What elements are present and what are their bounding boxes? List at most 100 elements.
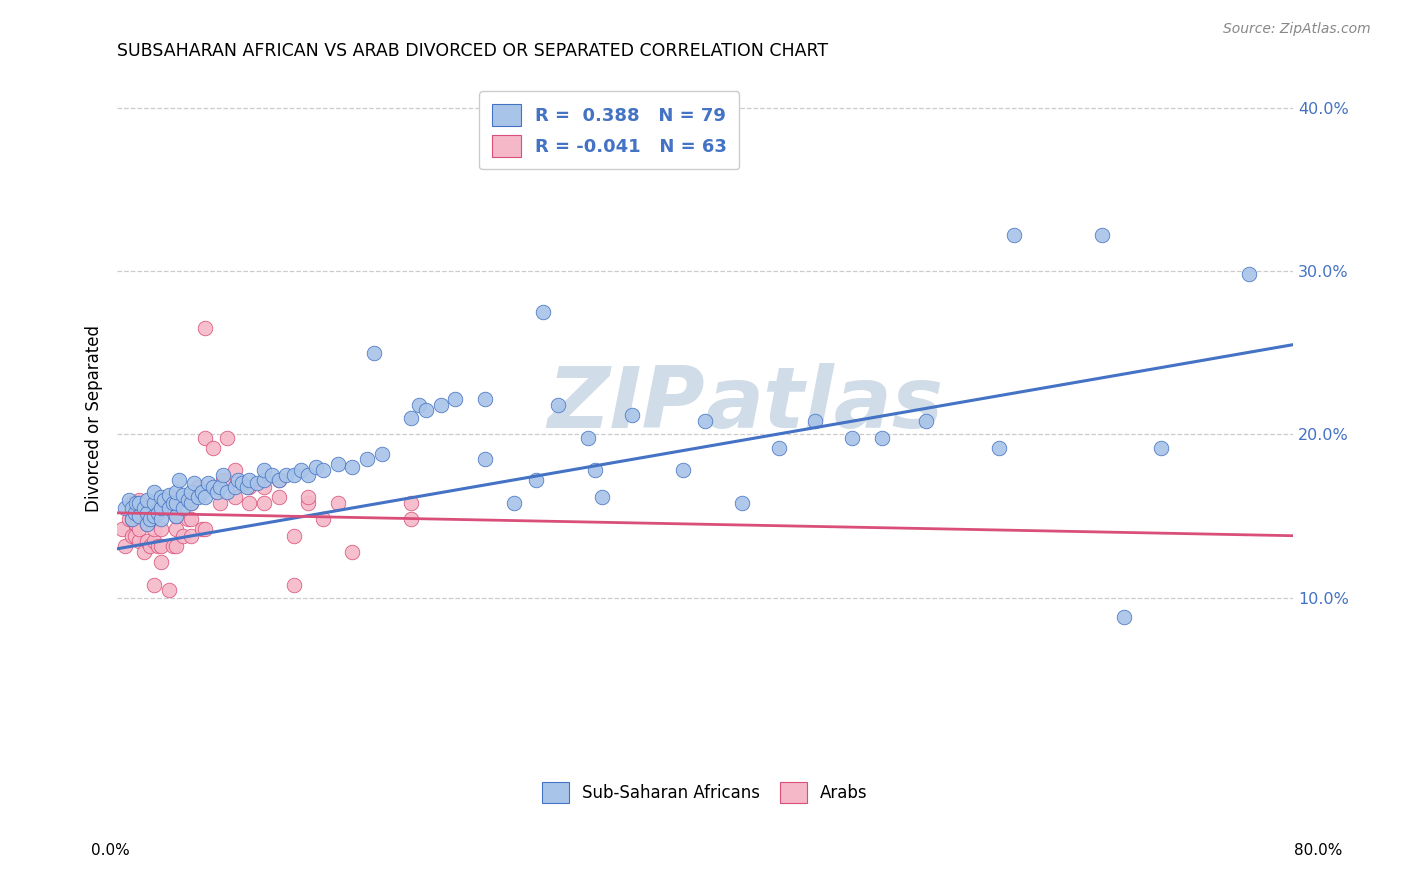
Point (135, 500, 157, 515)
Point (191, 522, 214, 536)
Point (290, 463, 312, 477)
Point (224, 463, 246, 477)
Legend: Sub-Saharan Africans, Arabs: Sub-Saharan Africans, Arabs (530, 771, 880, 814)
Point (183, 476, 205, 491)
Point (121, 496, 143, 510)
Point (157, 582, 180, 597)
Point (180, 484, 202, 499)
Point (547, 120, 569, 135)
Point (1150, 441, 1173, 455)
Point (125, 517, 148, 532)
Point (1237, 268, 1260, 282)
Point (128, 492, 150, 507)
Point (326, 496, 349, 510)
Point (231, 476, 253, 491)
Point (283, 578, 305, 592)
Point (201, 441, 224, 455)
Point (297, 496, 319, 510)
Point (128, 496, 150, 510)
Point (162, 539, 184, 553)
Point (165, 496, 187, 510)
Point (253, 496, 276, 510)
Point (804, 414, 827, 428)
Point (165, 539, 187, 553)
Point (267, 473, 290, 487)
Text: 0.0%: 0.0% (91, 843, 131, 858)
Point (142, 533, 165, 548)
Point (135, 533, 157, 548)
Point (209, 496, 232, 510)
Point (121, 512, 143, 526)
Point (138, 539, 160, 553)
Point (988, 441, 1011, 455)
Point (217, 484, 239, 499)
Point (150, 555, 173, 569)
Point (191, 484, 214, 499)
Point (142, 509, 165, 524)
Point (235, 480, 257, 494)
Point (474, 452, 496, 467)
Point (165, 509, 187, 524)
Point (399, 496, 422, 510)
Point (165, 509, 187, 524)
Point (238, 473, 260, 487)
Point (125, 496, 148, 510)
Point (128, 533, 150, 548)
Point (194, 321, 217, 335)
Point (142, 578, 165, 592)
Point (180, 512, 202, 526)
Point (128, 509, 150, 524)
Point (768, 441, 790, 455)
Point (267, 473, 290, 487)
Point (267, 490, 290, 504)
Point (180, 496, 202, 510)
Point (591, 490, 613, 504)
Point (524, 473, 547, 487)
Point (135, 517, 157, 532)
Point (312, 512, 335, 526)
Point (124, 506, 146, 520)
Point (1091, 228, 1114, 243)
Point (180, 496, 202, 510)
Point (1112, 610, 1135, 624)
Point (153, 492, 176, 507)
Point (172, 500, 194, 515)
Point (165, 522, 187, 536)
Point (142, 509, 165, 524)
Point (177, 512, 200, 526)
Point (177, 492, 200, 507)
Point (142, 522, 165, 536)
Point (260, 468, 283, 483)
Point (1002, 228, 1025, 243)
Point (583, 463, 606, 477)
Point (224, 490, 246, 504)
Point (194, 522, 217, 536)
Point (212, 473, 235, 487)
Point (841, 431, 863, 445)
Point (238, 496, 260, 510)
Point (148, 506, 170, 520)
Point (224, 480, 246, 494)
Text: ZIP: ZIP (547, 363, 706, 446)
Point (114, 539, 136, 553)
Point (167, 473, 190, 487)
Point (135, 506, 157, 520)
Point (695, 414, 717, 428)
Point (429, 398, 451, 412)
Point (238, 480, 260, 494)
Text: atlas: atlas (706, 363, 943, 446)
Point (165, 492, 187, 507)
Point (444, 392, 467, 406)
Point (187, 490, 209, 504)
Point (121, 500, 143, 515)
Point (547, 398, 569, 412)
Point (342, 545, 364, 559)
Text: SUBSAHARAN AFRICAN VS ARAB DIVORCED OR SEPARATED CORRELATION CHART: SUBSAHARAN AFRICAN VS ARAB DIVORCED OR S… (117, 42, 828, 60)
Point (150, 500, 173, 515)
Point (165, 484, 187, 499)
Point (157, 500, 180, 515)
Point (371, 447, 394, 461)
Y-axis label: Divorced or Separated: Divorced or Separated (86, 325, 103, 512)
Point (194, 490, 217, 504)
Point (118, 512, 141, 526)
